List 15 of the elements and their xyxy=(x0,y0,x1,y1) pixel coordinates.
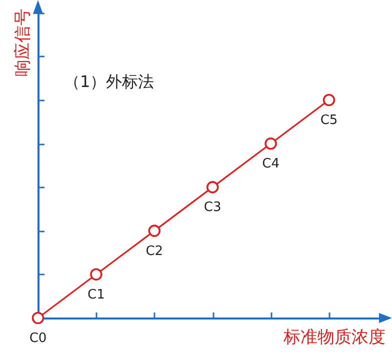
point xyxy=(264,137,277,150)
x-tick-label: C5 xyxy=(320,113,338,128)
point xyxy=(206,181,219,194)
x-tick-label: C4 xyxy=(262,156,280,172)
x-tick-label: C1 xyxy=(88,287,105,302)
x-tick-label: C3 xyxy=(204,200,222,216)
point xyxy=(322,94,336,106)
x-axis-title: 标准物质浓度 xyxy=(282,327,386,348)
point xyxy=(90,268,102,281)
chart-title: （1）外标法 xyxy=(64,72,154,91)
point xyxy=(148,224,161,237)
y-axis-title: 响应信号 xyxy=(12,8,33,76)
x-tick-label: C0 xyxy=(29,331,47,346)
x-tick-label: C2 xyxy=(146,244,164,259)
point xyxy=(32,312,44,324)
